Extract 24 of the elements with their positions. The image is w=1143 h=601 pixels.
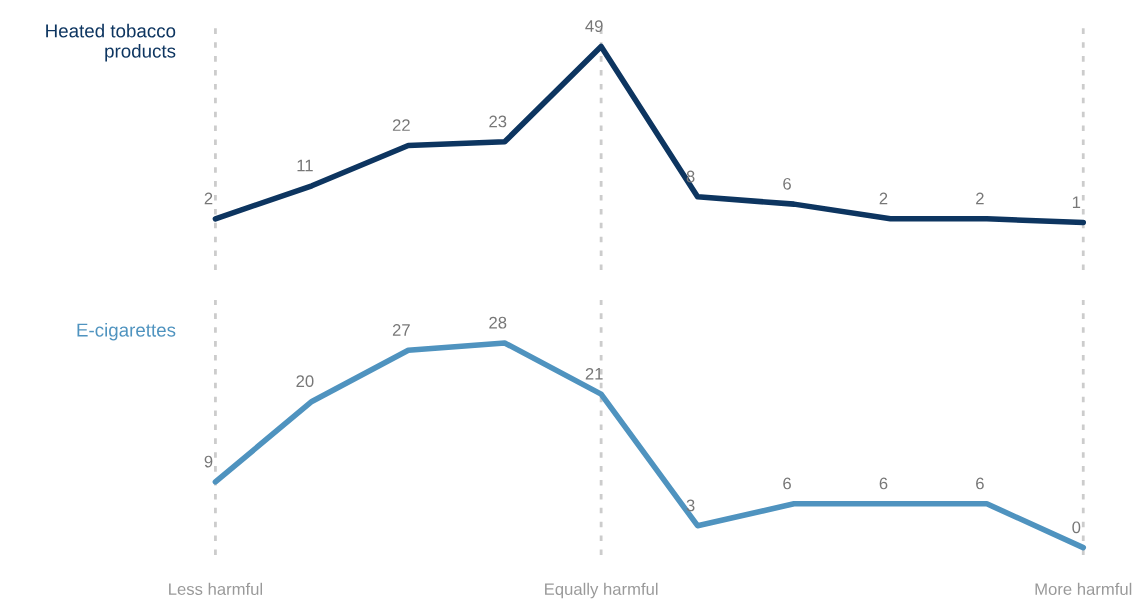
data-label: 28 [489, 316, 507, 329]
data-label: 1 [1072, 196, 1081, 208]
data-label: 6 [879, 477, 888, 490]
text: Heated tobacco products [46, 23, 176, 62]
data-label: 2 [204, 192, 213, 205]
data-label: 6 [783, 177, 791, 190]
data-label: 2 [879, 192, 888, 205]
data-label: 22 [392, 119, 410, 131]
data-label: 0 [1072, 521, 1081, 534]
data-label: 27 [392, 324, 410, 336]
data-label: 2 [976, 192, 984, 205]
data-label: 49 [585, 20, 603, 32]
data-label: 23 [489, 115, 507, 128]
data-label: 6 [783, 477, 791, 490]
data-label: 9 [204, 455, 213, 468]
text: E-cigarettes [77, 322, 176, 341]
data-label: 21 [585, 367, 603, 380]
x-tick-label: Less harmful [169, 582, 263, 596]
data-label: 11 [297, 159, 313, 172]
x-tick-label: More harmful [1035, 582, 1132, 596]
data-label: 20 [296, 375, 314, 388]
data-label: 3 [686, 499, 695, 512]
data-label: 6 [976, 477, 984, 490]
x-tick-label: Equally harmful [545, 582, 658, 599]
